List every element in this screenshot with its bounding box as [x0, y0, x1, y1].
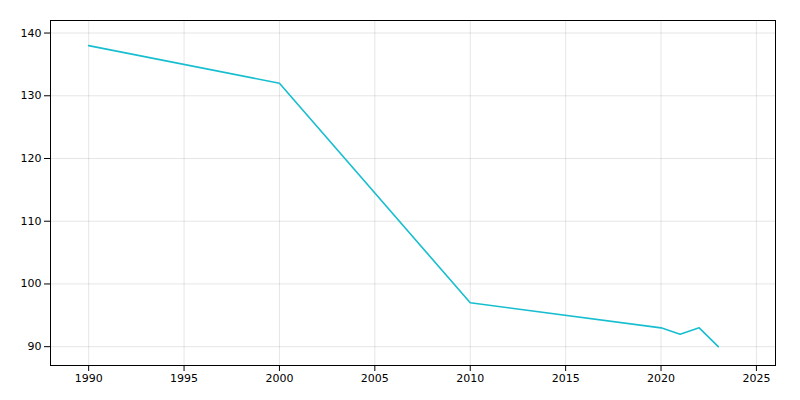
svg-text:130: 130	[21, 89, 42, 102]
svg-text:1990: 1990	[75, 372, 103, 385]
svg-text:90: 90	[28, 340, 42, 353]
svg-text:2000: 2000	[265, 372, 293, 385]
svg-text:2015: 2015	[552, 372, 580, 385]
svg-text:140: 140	[21, 27, 42, 40]
svg-text:100: 100	[21, 277, 42, 290]
svg-text:120: 120	[21, 152, 42, 165]
svg-text:2010: 2010	[456, 372, 484, 385]
svg-text:2020: 2020	[647, 372, 675, 385]
svg-text:1995: 1995	[170, 372, 198, 385]
svg-text:110: 110	[21, 215, 42, 228]
svg-text:2025: 2025	[742, 372, 770, 385]
svg-text:2005: 2005	[361, 372, 389, 385]
